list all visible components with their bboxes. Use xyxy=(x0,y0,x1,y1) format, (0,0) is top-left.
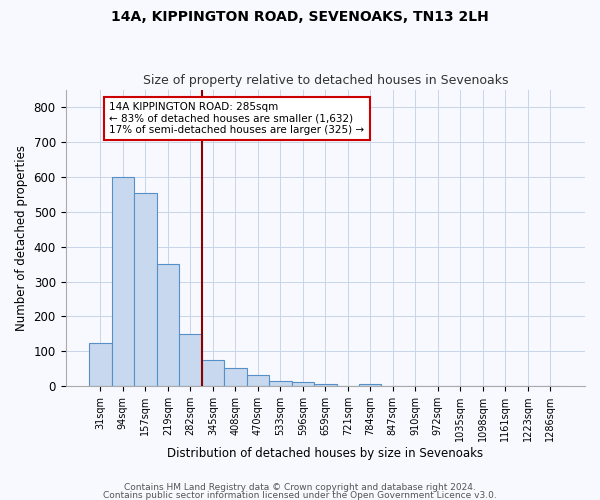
Bar xyxy=(314,384,337,386)
Title: Size of property relative to detached houses in Sevenoaks: Size of property relative to detached ho… xyxy=(143,74,508,87)
Bar xyxy=(269,381,292,386)
Bar xyxy=(112,177,134,386)
Bar xyxy=(292,382,314,386)
Bar xyxy=(157,264,179,386)
Text: Contains public sector information licensed under the Open Government Licence v3: Contains public sector information licen… xyxy=(103,490,497,500)
Bar xyxy=(359,384,382,386)
Bar xyxy=(89,342,112,386)
Y-axis label: Number of detached properties: Number of detached properties xyxy=(15,145,28,331)
Bar xyxy=(179,334,202,386)
Text: Contains HM Land Registry data © Crown copyright and database right 2024.: Contains HM Land Registry data © Crown c… xyxy=(124,484,476,492)
Bar xyxy=(224,368,247,386)
Bar xyxy=(247,375,269,386)
Bar xyxy=(202,360,224,386)
Bar xyxy=(134,192,157,386)
X-axis label: Distribution of detached houses by size in Sevenoaks: Distribution of detached houses by size … xyxy=(167,447,484,460)
Text: 14A, KIPPINGTON ROAD, SEVENOAKS, TN13 2LH: 14A, KIPPINGTON ROAD, SEVENOAKS, TN13 2L… xyxy=(111,10,489,24)
Text: 14A KIPPINGTON ROAD: 285sqm
← 83% of detached houses are smaller (1,632)
17% of : 14A KIPPINGTON ROAD: 285sqm ← 83% of det… xyxy=(109,102,365,135)
